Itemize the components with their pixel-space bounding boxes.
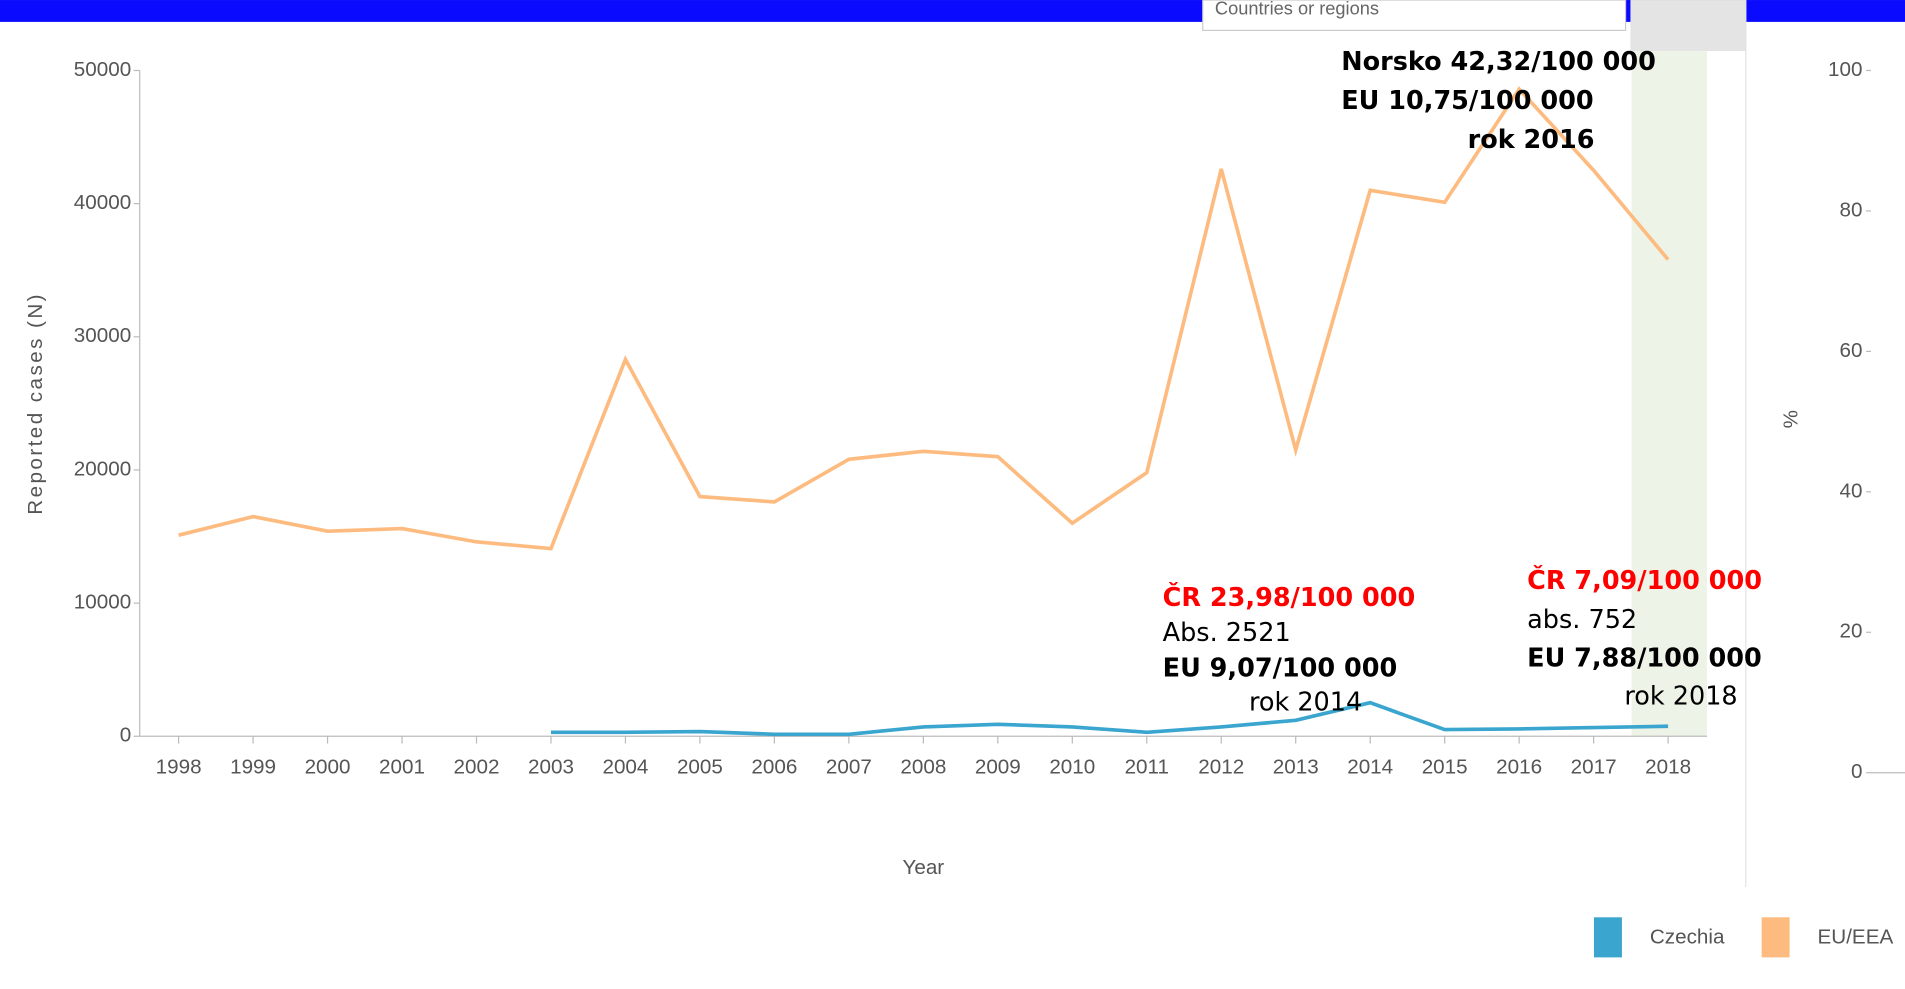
x-tick-label: 2003: [528, 755, 574, 778]
y2-tick-label: 60: [1840, 339, 1863, 362]
annotation: abs. 752: [1527, 605, 1637, 635]
y-tick-label: 20000: [74, 457, 131, 480]
y2-tick-label: 0: [1851, 760, 1862, 783]
y-tick-label: 40000: [74, 191, 131, 214]
x-tick-label: 2015: [1422, 755, 1468, 778]
legend-label: Czechia: [1650, 925, 1725, 948]
annotation: rok 2018: [1624, 681, 1737, 711]
dropdown[interactable]: [1202, 0, 1627, 32]
x-tick-label: 2000: [305, 755, 351, 778]
x-tick-label: 1999: [230, 755, 276, 778]
annotation: Abs. 2521: [1163, 618, 1291, 648]
y2-tick-label: 20: [1840, 620, 1863, 643]
y-tick-label: 10000: [74, 591, 131, 614]
y-axis-title: Reported cases (N): [24, 292, 47, 515]
y-tick-label: 50000: [74, 58, 131, 81]
y2-axis-title: %: [1779, 410, 1802, 428]
x-tick-label: 2012: [1198, 755, 1244, 778]
annotation: Norsko 42,32/100 000: [1341, 47, 1656, 77]
x-tick-label: 2011: [1125, 755, 1169, 778]
annotation: ČR 7,09/100 000: [1527, 565, 1762, 596]
x-tick-label: 2013: [1273, 755, 1319, 778]
x-tick-label: 2007: [826, 755, 872, 778]
y2-tick-label: 80: [1840, 198, 1863, 221]
x-tick-label: 2002: [454, 755, 500, 778]
legend-label: EU/EEA: [1818, 925, 1894, 948]
y-tick-label: 0: [120, 724, 131, 747]
x-tick-label: 2014: [1347, 755, 1393, 778]
y-tick-label: 30000: [74, 324, 131, 347]
x-axis-title: Year: [902, 856, 944, 879]
x-tick-label: 2010: [1049, 755, 1095, 778]
dropdown-label: Countries or regions: [1215, 0, 1379, 19]
y2-tick-label: 100: [1828, 58, 1862, 81]
annotation: EU 7,88/100 000: [1527, 644, 1762, 674]
x-tick-label: 2001: [379, 755, 425, 778]
annotation: ČR 23,98/100 000: [1163, 582, 1416, 613]
annotation: rok 2014: [1249, 687, 1362, 717]
annotation: EU 9,07/100 000: [1163, 653, 1398, 683]
x-tick-label: 2006: [751, 755, 797, 778]
x-tick-label: 2004: [602, 755, 648, 778]
x-tick-label: 2009: [975, 755, 1021, 778]
x-tick-label: 2018: [1645, 755, 1691, 778]
legend-swatch: [1593, 917, 1622, 958]
x-tick-label: 1998: [156, 755, 202, 778]
x-tick-label: 2008: [900, 755, 946, 778]
x-tick-label: 2017: [1571, 755, 1617, 778]
highlight-band: [1631, 51, 1707, 737]
x-tick-label: 2016: [1496, 755, 1542, 778]
legend-swatch: [1761, 917, 1790, 958]
annotation: EU 10,75/100 000: [1341, 86, 1593, 116]
toolbar-button[interactable]: [1630, 0, 1746, 52]
y2-tick-label: 40: [1840, 479, 1863, 502]
x-tick-label: 2005: [677, 755, 723, 778]
series-line: [550, 700, 1669, 737]
annotation: rok 2016: [1468, 125, 1595, 155]
series-line: [178, 86, 1670, 551]
